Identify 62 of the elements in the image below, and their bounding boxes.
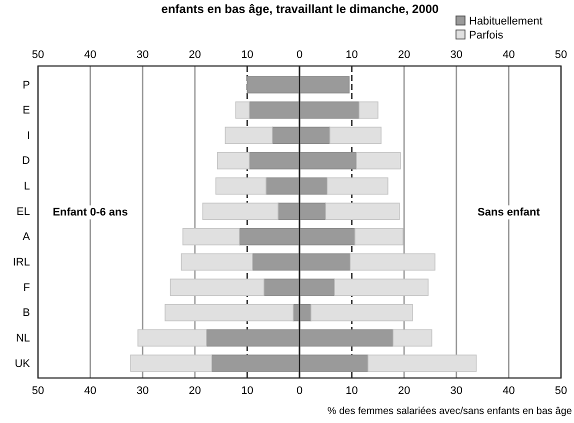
bar xyxy=(354,228,404,246)
x-tick-label: 30 xyxy=(450,384,463,397)
x2-tick-label: 10 xyxy=(346,49,358,61)
x-tick-label: 50 xyxy=(554,384,568,397)
x2-tick-label: 0 xyxy=(296,49,303,61)
bar xyxy=(334,278,429,296)
annotation: Enfant 0-6 ans xyxy=(52,206,128,218)
x2-tick-label: 30 xyxy=(450,49,463,61)
x-tick-label: 0 xyxy=(296,384,303,397)
y-tick-label: I xyxy=(26,130,30,142)
y-tick-label: L xyxy=(24,180,30,193)
x-tick-label: 40 xyxy=(502,384,515,397)
legend-label: Habituellement xyxy=(469,16,542,28)
y-tick-label: B xyxy=(22,307,30,320)
y-tick-label: F xyxy=(23,282,30,294)
bar xyxy=(215,177,266,195)
legend-label: Parfois xyxy=(469,30,504,42)
x-tick-label: 40 xyxy=(84,384,96,397)
y-tick-label: EL xyxy=(16,206,30,218)
x-axis-title: % des femmes salariées avec/sans enfants en bas âge xyxy=(327,406,572,417)
x-tick-label: 50 xyxy=(32,384,44,397)
bar xyxy=(182,228,240,246)
bar xyxy=(180,253,253,271)
bar xyxy=(329,126,382,144)
y-tick-label: E xyxy=(22,104,30,117)
bar xyxy=(325,202,400,220)
bar xyxy=(358,101,378,119)
x-tick-label: 20 xyxy=(188,384,202,397)
bar xyxy=(368,354,477,372)
x2-tick-label: 50 xyxy=(554,49,568,61)
y-tick-label: IRL xyxy=(12,256,30,268)
bar xyxy=(310,304,413,322)
y-tick-label: D xyxy=(22,155,30,168)
chart-title: enfants en bas âge, travaillant le dimanche, 2000 xyxy=(161,2,440,16)
x2-tick-label: 10 xyxy=(241,49,254,61)
y-tick-label: A xyxy=(22,231,31,244)
bar xyxy=(130,354,212,372)
bar xyxy=(235,101,250,119)
x2-tick-label: 40 xyxy=(84,49,96,61)
y-tick-label: NL xyxy=(16,332,30,344)
x2-tick-label: 20 xyxy=(398,49,410,61)
bar xyxy=(356,152,401,170)
x2-tick-label: 40 xyxy=(502,49,515,61)
bar xyxy=(224,126,273,144)
x2-tick-label: 20 xyxy=(188,49,202,61)
x-tick-label: 10 xyxy=(346,384,358,397)
bar xyxy=(216,152,250,170)
y-tick-label: UK xyxy=(14,358,31,370)
y-tick-label: P xyxy=(22,79,30,92)
bar xyxy=(392,329,432,347)
bar xyxy=(170,278,264,296)
x2-tick-label: 30 xyxy=(136,49,149,61)
x-tick-label: 10 xyxy=(241,384,254,397)
bar xyxy=(326,177,388,195)
bar xyxy=(137,329,207,347)
bar xyxy=(350,253,436,271)
x2-tick-label: 50 xyxy=(32,49,44,61)
x-tick-label: 20 xyxy=(398,384,410,397)
bar xyxy=(202,202,278,220)
x-tick-label: 30 xyxy=(136,384,149,397)
bar xyxy=(164,304,294,322)
annotation: Sans enfant xyxy=(478,206,540,218)
